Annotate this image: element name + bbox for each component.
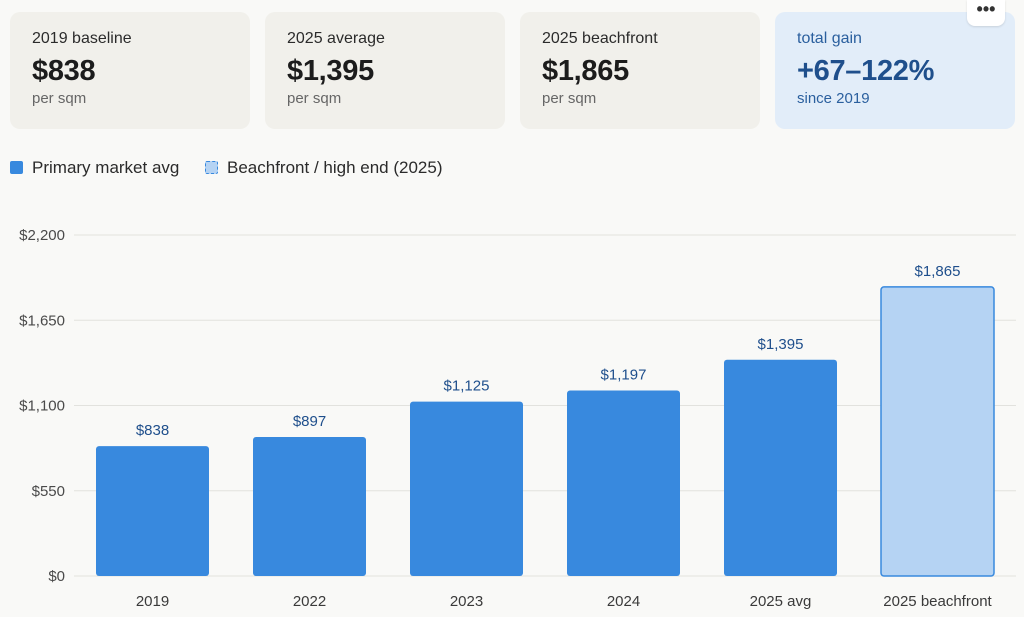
y-tick-label: $1,650 (19, 312, 65, 329)
bar-beachfront (880, 286, 995, 577)
summary-cards: 2019 baseline $838 per sqm 2025 average … (10, 12, 1016, 129)
card-label: 2019 baseline (32, 30, 132, 47)
x-tick-label: 2025 beachfront (883, 593, 992, 610)
bar-primary (253, 436, 366, 576)
card-value: +67–122% (797, 55, 935, 87)
card-label: total gain (797, 30, 862, 47)
x-tick-label: 2025 avg (750, 593, 812, 610)
bar-primary (567, 390, 680, 576)
y-tick-label: $2,200 (19, 227, 65, 244)
bar-primary (724, 359, 837, 576)
card-2025-average: 2025 average $1,395 per sqm (265, 12, 505, 129)
x-tick-label: 2022 (293, 593, 326, 610)
card-total-gain: total gain +67–122% since 2019 (775, 12, 1015, 129)
legend-swatch-primary (10, 161, 23, 174)
data-label: $1,865 (915, 263, 961, 280)
legend-label-beachfront: Beachfront / high end (2025) (227, 158, 443, 177)
y-tick-label: $550 (32, 483, 65, 500)
legend-item-beachfront: Beachfront / high end (2025) (205, 158, 442, 178)
card-2019-baseline: 2019 baseline $838 per sqm (10, 12, 250, 129)
more-horizontal-icon: ••• (976, 0, 996, 19)
card-sub: per sqm (32, 90, 87, 107)
data-label: $1,125 (444, 378, 490, 395)
more-options-button[interactable]: ••• (967, 0, 1005, 26)
card-sub: per sqm (287, 90, 342, 107)
bar-primary (410, 401, 523, 576)
card-label: 2025 beachfront (542, 30, 658, 47)
legend-item-primary: Primary market avg (10, 158, 179, 178)
card-2025-beachfront: 2025 beachfront $1,865 per sqm (520, 12, 760, 129)
data-label: $897 (293, 413, 326, 430)
card-sub: since 2019 (797, 90, 870, 107)
card-value: $1,395 (287, 55, 374, 87)
price-bar-chart: $0 $550 $1,100 $1,650 $2,200 $838 2019 $897 2022… (19, 227, 1016, 610)
card-label: 2025 average (287, 30, 385, 47)
x-tick-label: 2019 (136, 593, 169, 610)
y-tick-label: $1,100 (19, 398, 65, 415)
card-value: $838 (32, 55, 96, 87)
data-label: $1,197 (601, 366, 647, 383)
x-tick-label: 2024 (607, 593, 640, 610)
card-value: $1,865 (542, 55, 629, 87)
data-label: $1,395 (758, 336, 804, 353)
y-tick-label: $0 (48, 568, 65, 585)
data-label: $838 (136, 422, 169, 439)
x-tick-label: 2023 (450, 593, 483, 610)
legend-label-primary: Primary market avg (32, 158, 180, 177)
card-sub: per sqm (542, 90, 597, 107)
legend-swatch-beachfront (205, 161, 218, 174)
bar-primary (96, 446, 209, 576)
